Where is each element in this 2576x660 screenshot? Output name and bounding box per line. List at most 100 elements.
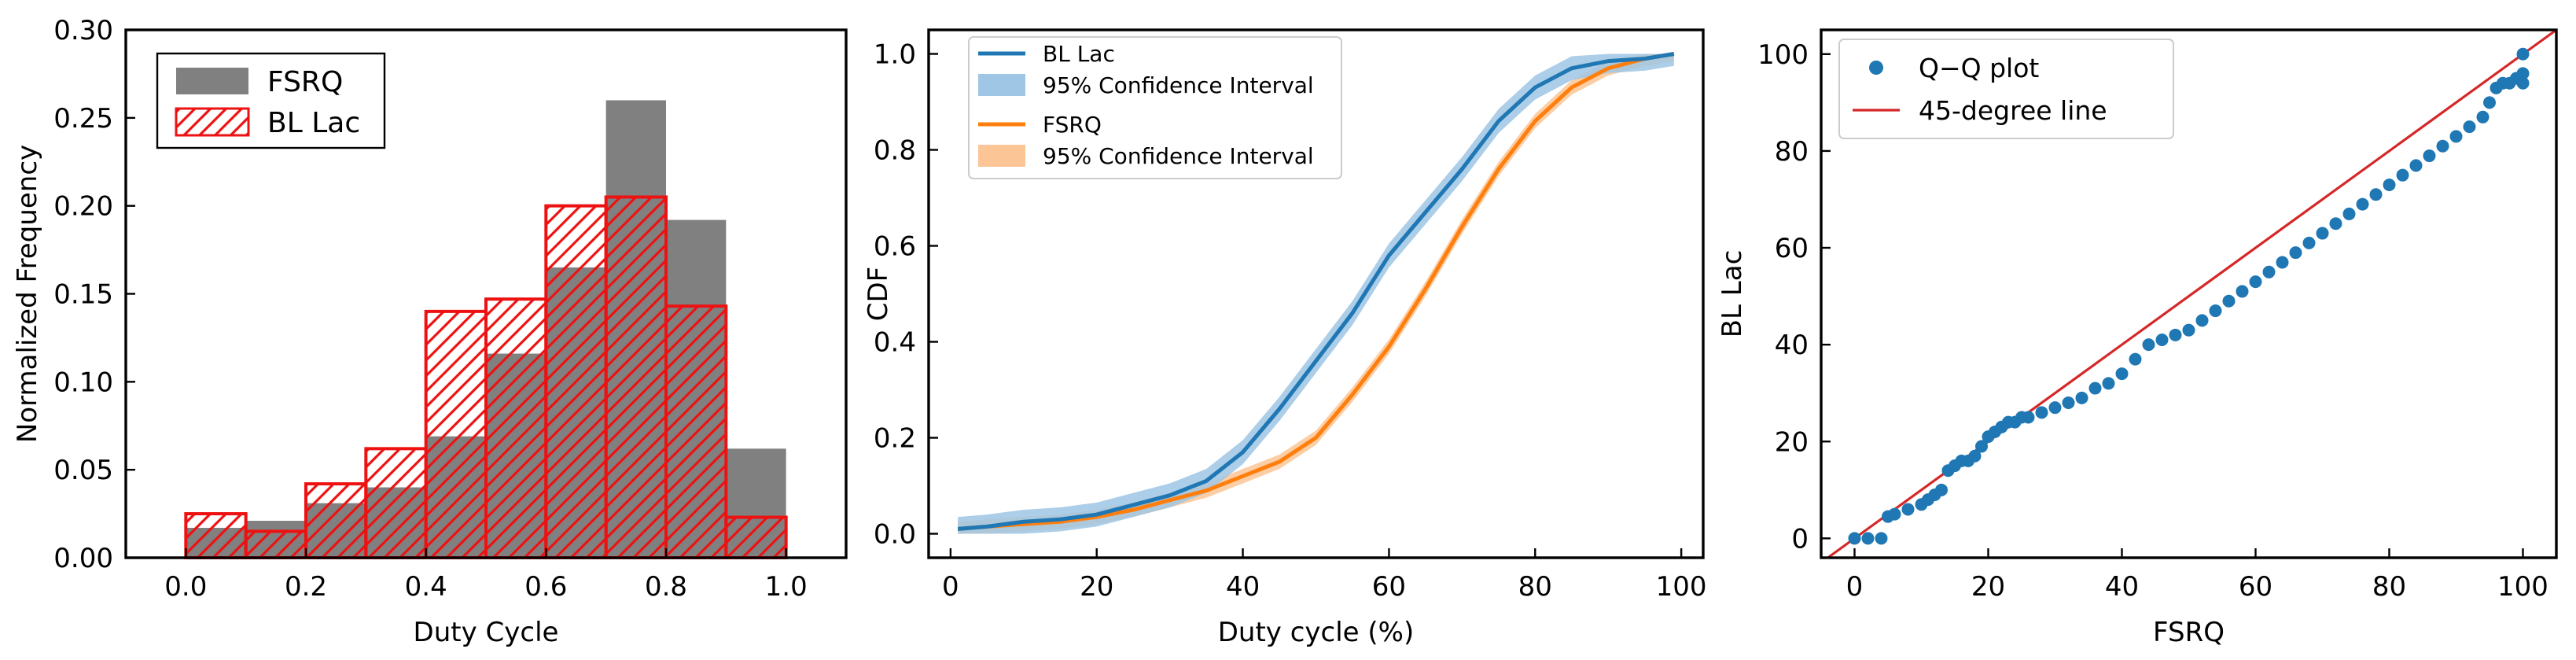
- plot-frame: [124, 28, 848, 559]
- y-axis-label: Normalized Frequency: [12, 145, 43, 443]
- qq-point: [2302, 236, 2316, 249]
- x-tick-label: 80: [2372, 571, 2406, 603]
- qq-point: [2249, 275, 2262, 289]
- x-tick-label: 40: [1226, 571, 1260, 603]
- y-tick-label: 0.20: [53, 191, 113, 223]
- y-tick-label: 40: [1775, 330, 1809, 361]
- x-tick-label: 0.8: [645, 571, 687, 603]
- legend-item-bllac-ci-label: 95% Confidence Interval: [1043, 72, 1314, 98]
- plot-frame: [1820, 28, 2558, 559]
- qq-point: [2195, 314, 2209, 327]
- qq-point: [2449, 130, 2463, 143]
- qq-point: [2483, 96, 2496, 109]
- legend: BL Lac 95% Confidence Interval FSRQ 95% Con…: [968, 36, 1342, 179]
- qq-point: [2262, 265, 2276, 278]
- legend-item-fsrq-ci-swatch: [978, 145, 1025, 167]
- x-tick-label: 0: [1846, 571, 1864, 603]
- qq-point: [1875, 532, 1888, 545]
- qq-point: [2182, 323, 2195, 337]
- qq-point: [2209, 304, 2222, 318]
- qq-point: [2289, 246, 2302, 260]
- y-tick-label: 20: [1775, 426, 1809, 458]
- cdf-line: [957, 52, 1675, 531]
- qq-point: [1935, 483, 1948, 496]
- qq-point: [2516, 76, 2530, 90]
- y-tick-label: 0.30: [53, 15, 113, 46]
- bllac-bar: [604, 195, 668, 559]
- qq-point: [2222, 294, 2236, 308]
- qq-point: [2142, 338, 2155, 352]
- x-axis-label: Duty Cycle: [414, 617, 559, 648]
- y-tick-label: 60: [1775, 233, 1809, 264]
- qq-point: [2022, 411, 2035, 424]
- plot-frame: [927, 28, 1705, 559]
- legend-label-diagonal: 45-degree line: [1919, 95, 2107, 126]
- qq-point: [2316, 227, 2329, 240]
- qq-point: [1888, 507, 1901, 521]
- legend-frame: [968, 36, 1342, 179]
- qq-point: [2129, 352, 2142, 366]
- y-tick-label: 0.00: [53, 543, 113, 574]
- x-tick-label: 0.4: [405, 571, 447, 603]
- qq-point: [2383, 178, 2396, 191]
- qq-point: [2062, 396, 2075, 410]
- qq-point: [2476, 110, 2490, 124]
- legend-label-bllac: BL Lac: [267, 107, 360, 139]
- x-tick-label: 20: [1080, 571, 1113, 603]
- x-tick-label: 20: [1971, 571, 2005, 603]
- qq-point: [2075, 391, 2088, 404]
- bllac-bar: [184, 512, 248, 559]
- y-tick-label: 0.25: [53, 103, 113, 135]
- bllac-bar: [544, 204, 608, 559]
- x-tick-label: 80: [1518, 571, 1552, 603]
- x-tick-label: 100: [2497, 571, 2548, 603]
- qq-point: [1901, 503, 1915, 516]
- y-tick-label: 0.6: [874, 231, 916, 263]
- x-axis-label: Duty cycle (%): [1218, 617, 1415, 648]
- x-tick-label: 40: [2105, 571, 2139, 603]
- qq-point: [2516, 67, 2530, 80]
- qq-point: [1975, 440, 1988, 453]
- qq-point: [2276, 256, 2289, 269]
- qq-point: [2396, 168, 2409, 182]
- y-tick-label: 80: [1775, 136, 1809, 168]
- y-tick-label: 0.10: [53, 367, 113, 398]
- legend-label-qq: Q−Q plot: [1919, 53, 2039, 83]
- qq-point: [2409, 159, 2423, 172]
- qq-point: [2436, 139, 2449, 153]
- x-tick-label: 1.0: [765, 571, 808, 603]
- legend-swatch-bllac: [175, 107, 250, 137]
- x-tick-label: 100: [1656, 571, 1707, 603]
- histogram-panel: 0.0 0.2 0.4 0.6 0.8 1.0 0.00 0.05 0.10 0.15 0.20 0.…: [12, 15, 848, 648]
- qq-point: [1968, 449, 1982, 463]
- qq-point: [2102, 377, 2115, 390]
- y-axis-label: BL Lac: [1717, 250, 1748, 338]
- x-tick-label: 0.6: [524, 571, 567, 603]
- legend-item-bllac-ci-swatch: [978, 74, 1025, 96]
- bllac-bar: [424, 309, 488, 559]
- qq-point: [2356, 197, 2369, 211]
- qq-point: [2048, 401, 2062, 415]
- y-tick-label: 0.4: [874, 327, 916, 359]
- qq-point: [2236, 285, 2249, 298]
- y-tick-label: 0.05: [53, 455, 113, 486]
- x-tick-label: 60: [2239, 571, 2272, 603]
- x-tick-label: 0.0: [164, 571, 207, 603]
- qq-point: [2369, 188, 2383, 201]
- x-axis-label: FSRQ: [2153, 617, 2225, 648]
- qq-point: [2423, 149, 2436, 163]
- qq-panel: 0 20 40 60 80 100 0 20 40 60 80 100 FSRQ BL Lac Q−Q pl…: [1717, 28, 2558, 648]
- bllac-bar: [244, 529, 307, 560]
- x-tick-label: 60: [1372, 571, 1406, 603]
- legend-item-fsrq-label: FSRQ: [1043, 112, 1102, 138]
- legend-frame: [1838, 39, 2174, 139]
- bllac-bar: [724, 515, 788, 559]
- y-tick-label: 0: [1791, 523, 1809, 555]
- bllac-bar: [664, 304, 728, 559]
- y-tick-label: 0.0: [874, 519, 916, 551]
- qq-point: [2463, 120, 2476, 134]
- legend-item-fsrq-ci-label: 95% Confidence Interval: [1043, 143, 1314, 169]
- y-axis-label: CDF: [863, 267, 894, 321]
- y-tick-label: 0.15: [53, 279, 113, 311]
- qq-point: [2035, 406, 2048, 419]
